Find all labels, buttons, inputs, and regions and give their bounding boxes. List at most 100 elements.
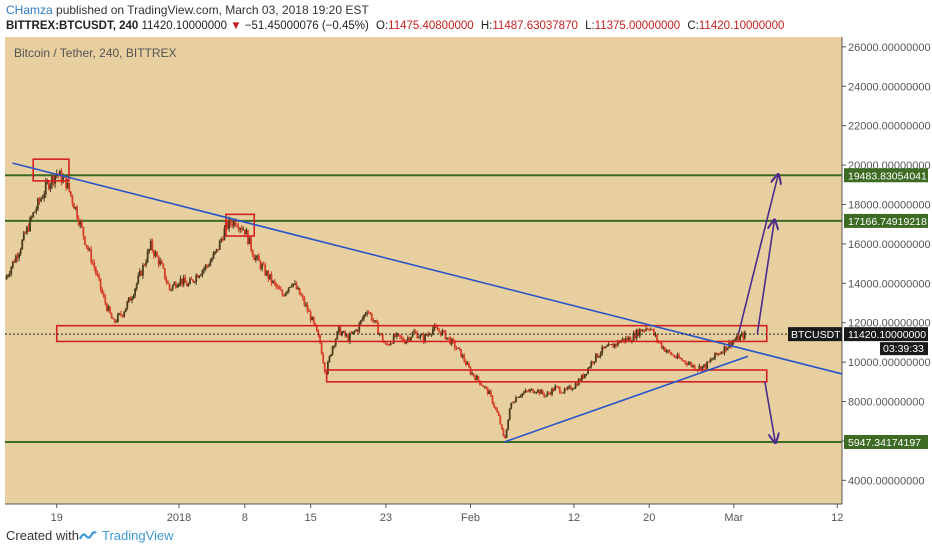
candle-body	[47, 181, 50, 190]
trendline[interactable]	[12, 162, 843, 375]
candle-body	[82, 226, 85, 237]
candle-body	[62, 177, 64, 183]
candle-body	[624, 338, 627, 342]
candle-body	[243, 229, 246, 235]
candle-body	[469, 367, 472, 375]
candle-body	[471, 373, 473, 375]
publish-line: CHamza published on TradingView.com, Mar…	[6, 3, 369, 17]
candle-body	[375, 320, 378, 323]
candle-body	[43, 194, 46, 198]
candle-body	[278, 286, 281, 290]
highlight-box[interactable]	[325, 369, 768, 383]
candle-body	[436, 327, 439, 331]
level-tag	[844, 168, 928, 183]
candle-body	[540, 390, 542, 394]
candle-body	[638, 329, 641, 336]
projection-arrow[interactable]	[737, 175, 778, 334]
candle-body	[298, 288, 301, 295]
candle-body	[112, 318, 115, 320]
candle-body	[361, 318, 364, 321]
candle-body	[220, 239, 223, 241]
candle-body	[22, 232, 25, 241]
candle-body	[301, 295, 304, 298]
candle-body	[689, 362, 691, 364]
projection-arrow[interactable]	[764, 381, 775, 442]
candle-body	[261, 264, 263, 269]
candle-body	[195, 275, 198, 282]
candle-body	[16, 255, 19, 258]
candle-body	[558, 387, 561, 393]
candle-body	[505, 430, 508, 438]
candle-body	[149, 240, 152, 250]
y-tick-label: 18000.00000000	[848, 199, 931, 211]
candle-body	[576, 383, 579, 386]
y-tick-label: 4000.00000000	[848, 475, 924, 487]
candle-body	[84, 236, 86, 245]
candle-body	[466, 363, 469, 365]
trendline[interactable]	[504, 355, 749, 443]
candle-body	[673, 355, 676, 358]
candle-body	[399, 334, 401, 338]
candle-body	[463, 355, 466, 362]
candle-body	[306, 304, 309, 312]
candle-body	[370, 313, 373, 321]
candle-body	[65, 176, 68, 189]
candle-body	[352, 331, 354, 334]
candle-body	[513, 402, 516, 404]
candle-body	[187, 284, 190, 287]
candle-body	[300, 294, 303, 296]
candle-body	[533, 392, 536, 394]
candle-body	[196, 275, 199, 278]
candle-body	[303, 297, 306, 305]
candle-body	[483, 386, 486, 388]
candle-body	[573, 388, 575, 390]
candle-body	[120, 313, 122, 316]
candle-body	[60, 170, 63, 183]
projection-arrow[interactable]	[756, 221, 774, 334]
symbol-label[interactable]: BITTREX:BTCUSDT, 240	[6, 20, 139, 32]
candle-body	[460, 349, 463, 358]
candle-body	[411, 332, 414, 338]
candle-body	[707, 361, 710, 363]
candle-body	[364, 314, 367, 315]
candle-body	[681, 358, 684, 361]
candle-body	[566, 387, 569, 390]
level-tag	[844, 213, 928, 228]
candle-body	[435, 325, 437, 328]
price-tag-label: 11420.10000000	[848, 329, 926, 341]
last-price: 11420.10000000	[141, 20, 227, 32]
candle-body	[690, 362, 693, 367]
candle-body	[526, 390, 528, 392]
candle-body	[475, 375, 478, 381]
candle-body	[104, 296, 107, 304]
y-tick-label: 26000.00000000	[848, 42, 931, 54]
candle-body	[320, 342, 323, 355]
ohlc-line: BITTREX:BTCUSDT, 240 11420.10000000 ▼ −5…	[6, 20, 784, 32]
tradingview-brand[interactable]: TradingView	[79, 528, 174, 543]
candle-body	[452, 338, 455, 342]
candle-body	[637, 329, 640, 336]
highlight-box[interactable]	[55, 324, 768, 343]
candle-body	[739, 335, 742, 341]
candle-body	[497, 412, 500, 416]
author-link[interactable]: CHamza	[6, 3, 53, 17]
price-chart[interactable]: 4000.000000006000.000000008000.000000001…	[0, 36, 932, 522]
candle-body	[363, 314, 365, 319]
candle-body	[74, 206, 77, 209]
candle-body	[7, 275, 10, 277]
candle-body	[406, 337, 409, 341]
candle-body	[477, 375, 480, 381]
candle-body	[126, 301, 129, 309]
candle-body	[670, 352, 673, 355]
candle-body	[667, 350, 669, 352]
candle-body	[68, 182, 71, 192]
candle-body	[488, 390, 491, 394]
candle-body	[206, 265, 209, 266]
candle-body	[297, 288, 300, 290]
candle-body	[140, 270, 143, 276]
candle-body	[616, 340, 619, 346]
candle-body	[98, 275, 100, 279]
candle-body	[468, 363, 470, 368]
candle-body	[455, 348, 458, 350]
highlight-box[interactable]	[32, 158, 70, 182]
